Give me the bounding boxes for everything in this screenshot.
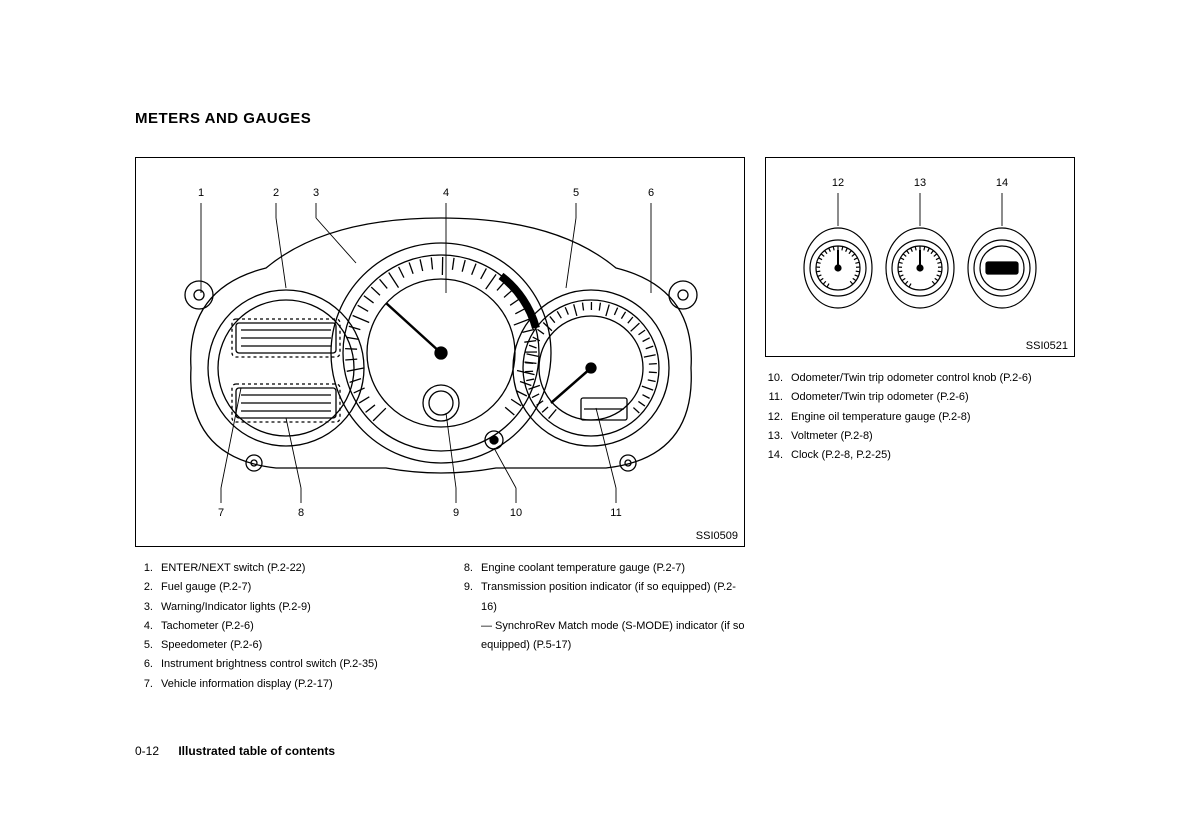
figure-id-aux: SSI0521	[1026, 340, 1068, 352]
legend-item: 2.Fuel gauge (P.2-7)	[135, 578, 425, 597]
legend-subitem: — SynchroRev Match mode (S-MODE) indicat…	[455, 617, 745, 656]
content-row: SSI0509 1234567891011 1.ENTER/NEXT switc…	[135, 157, 1075, 694]
legend-text: ENTER/NEXT switch (P.2-22)	[161, 559, 425, 578]
legend-num: 9.	[455, 578, 481, 617]
legend-item: 8.Engine coolant temperature gauge (P.2-…	[455, 559, 745, 578]
page-number: 0-12	[135, 744, 175, 758]
legend-col-1: 1.ENTER/NEXT switch (P.2-22)2.Fuel gauge…	[135, 559, 425, 694]
legend-item: 13.Voltmeter (P.2-8)	[765, 427, 1075, 446]
callout-number: 4	[443, 187, 449, 199]
legend-text: Instrument brightness control switch (P.…	[161, 655, 425, 674]
legend-text: Engine coolant temperature gauge (P.2-7)	[481, 559, 745, 578]
legend-main: 1.ENTER/NEXT switch (P.2-22)2.Fuel gauge…	[135, 559, 745, 694]
legend-num: 13.	[765, 427, 791, 446]
cluster-diagram	[136, 158, 746, 548]
legend-num: 12.	[765, 408, 791, 427]
legend-num: 4.	[135, 617, 161, 636]
legend-text: Voltmeter (P.2-8)	[791, 427, 1075, 446]
legend-num: 10.	[765, 369, 791, 388]
legend-num: 6.	[135, 655, 161, 674]
legend-item: 4.Tachometer (P.2-6)	[135, 617, 425, 636]
legend-num: 7.	[135, 675, 161, 694]
callout-number: 11	[610, 507, 621, 519]
legend-item: 6.Instrument brightness control switch (…	[135, 655, 425, 674]
callout-number: 12	[832, 177, 844, 189]
legend-item: 7.Vehicle information display (P.2-17)	[135, 675, 425, 694]
legend-text: Transmission position indicator (if so e…	[481, 578, 745, 617]
callout-number: 7	[218, 507, 224, 519]
callout-number: 9	[453, 507, 459, 519]
callout-number: 13	[914, 177, 926, 189]
legend-item: 1.ENTER/NEXT switch (P.2-22)	[135, 559, 425, 578]
legend-text: Vehicle information display (P.2-17)	[161, 675, 425, 694]
legend-item: 12.Engine oil temperature gauge (P.2-8)	[765, 408, 1075, 427]
legend-text: Odometer/Twin trip odometer (P.2-6)	[791, 388, 1075, 407]
legend-num: 5.	[135, 636, 161, 655]
legend-item: 9.Transmission position indicator (if so…	[455, 578, 745, 617]
page-footer: 0-12 Illustrated table of contents	[135, 744, 335, 758]
legend-num: 2.	[135, 578, 161, 597]
callout-number: 3	[313, 187, 319, 199]
legend-item: 5.Speedometer (P.2-6)	[135, 636, 425, 655]
section-title: METERS AND GAUGES	[135, 110, 1075, 127]
legend-text: Warning/Indicator lights (P.2-9)	[161, 598, 425, 617]
legend-num: 14.	[765, 446, 791, 465]
callout-number: 6	[648, 187, 654, 199]
callout-number: 14	[996, 177, 1008, 189]
left-column: SSI0509 1 2 3 4 5 6 7 8 9 10 11 1.ENTER/NEXT switc…	[135, 157, 745, 694]
legend-text: Odometer/Twin trip odometer control knob…	[791, 369, 1075, 388]
figure-main: SSI0509 1 2 3 4 5 6 7 8 9 10 11	[135, 157, 745, 547]
legend-item: 10.Odometer/Twin trip odometer control k…	[765, 369, 1075, 388]
legend-text: Engine oil temperature gauge (P.2-8)	[791, 408, 1075, 427]
legend-text: Clock (P.2-8, P.2-25)	[791, 446, 1075, 465]
figure-aux: SSI0521 12 13 14	[765, 157, 1075, 357]
callout-number: 8	[298, 507, 304, 519]
legend-num: 11.	[765, 388, 791, 407]
legend-col-2: 8.Engine coolant temperature gauge (P.2-…	[455, 559, 745, 694]
legend-num: 1.	[135, 559, 161, 578]
right-column: SSI0521 12 13 14 10.Odometer/Twin trip odo…	[765, 157, 1075, 465]
legend-item: 3.Warning/Indicator lights (P.2-9)	[135, 598, 425, 617]
callout-number: 1	[198, 187, 204, 199]
callout-number: 2	[273, 187, 279, 199]
legend-text: Speedometer (P.2-6)	[161, 636, 425, 655]
legend-aux: 10.Odometer/Twin trip odometer control k…	[765, 369, 1075, 465]
legend-num: 3.	[135, 598, 161, 617]
legend-text: Tachometer (P.2-6)	[161, 617, 425, 636]
figure-id-main: SSI0509	[696, 530, 738, 542]
callout-number: 10	[510, 507, 522, 519]
legend-item: 14.Clock (P.2-8, P.2-25)	[765, 446, 1075, 465]
callout-number: 5	[573, 187, 579, 199]
legend-num: 8.	[455, 559, 481, 578]
legend-item: 11.Odometer/Twin trip odometer (P.2-6)	[765, 388, 1075, 407]
legend-text: Fuel gauge (P.2-7)	[161, 578, 425, 597]
footer-title: Illustrated table of contents	[178, 744, 335, 758]
